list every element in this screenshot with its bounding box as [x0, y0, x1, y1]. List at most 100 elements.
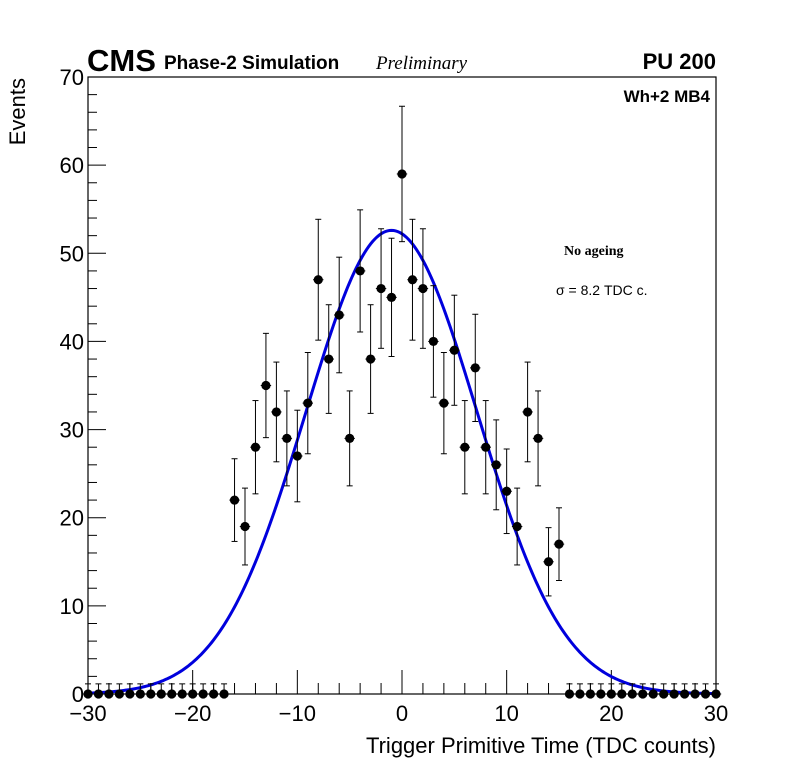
data-point [271, 361, 282, 463]
marker [334, 310, 344, 320]
region-label: Wh+2 MB4 [624, 87, 711, 106]
marker [596, 689, 606, 699]
preliminary-label: Preliminary [375, 53, 468, 74]
marker [345, 433, 355, 443]
fit-curve-layer [87, 228, 717, 696]
data-point [197, 683, 209, 699]
marker [93, 689, 104, 699]
marker [554, 539, 564, 549]
marker [449, 345, 459, 355]
marker [240, 521, 250, 532]
data-point [585, 683, 596, 699]
data-point [459, 400, 470, 495]
data-point [103, 683, 115, 699]
marker [418, 283, 428, 294]
data-point [491, 419, 502, 511]
marker [271, 407, 281, 417]
data-point [124, 683, 136, 699]
x-axis-title: Trigger Primitive Time (TDC counts) [366, 733, 716, 758]
marker [146, 689, 156, 699]
data-point [145, 683, 156, 699]
data-point [365, 304, 376, 414]
marker [167, 689, 177, 699]
data-point [522, 361, 533, 463]
marker [690, 689, 700, 699]
data-point [679, 683, 690, 699]
marker [114, 689, 124, 699]
data-point [428, 285, 439, 398]
marker [575, 689, 585, 699]
data-point [438, 351, 450, 455]
marker [659, 689, 669, 699]
marker [439, 398, 449, 408]
data-point [292, 409, 303, 503]
gaussian-fit-curve [87, 228, 717, 696]
y-axis-title: Events [5, 78, 30, 145]
data-point [302, 351, 313, 455]
data-point [627, 683, 638, 699]
marker [261, 380, 271, 391]
marker [355, 266, 365, 276]
data-point [689, 683, 701, 699]
marker [638, 689, 648, 699]
data-point [354, 209, 366, 333]
x-tick-label: 0 [396, 701, 408, 726]
data-point [93, 683, 104, 699]
marker [543, 557, 554, 567]
y-tick-label: 70 [60, 65, 84, 90]
y-tick-label: 10 [60, 594, 84, 619]
marker [428, 336, 438, 347]
data-point [156, 683, 167, 699]
data-point [637, 683, 648, 699]
data-points-layer [82, 105, 722, 699]
marker [533, 433, 543, 443]
data-point [239, 487, 251, 566]
marker [198, 689, 208, 699]
marker [209, 689, 219, 699]
data-point [386, 237, 397, 357]
y-tick-label: 50 [60, 241, 84, 266]
marker [585, 689, 596, 699]
x-tick-label: 30 [704, 701, 728, 726]
marker [313, 275, 323, 285]
data-point [532, 390, 544, 487]
data-point [648, 683, 659, 699]
data-point [501, 448, 512, 535]
marker [470, 363, 480, 373]
marker [324, 354, 334, 364]
marker [627, 689, 637, 699]
data-point [417, 228, 429, 349]
data-point [177, 683, 188, 699]
marker [700, 689, 711, 699]
marker [177, 689, 187, 699]
y-tick-label: 0 [72, 682, 84, 707]
marker [366, 354, 376, 364]
marker [397, 169, 407, 179]
sigma-label: σ = 8.2 TDC c. [556, 282, 648, 298]
marker [502, 486, 512, 496]
data-point [553, 507, 565, 581]
axis-tick-labels: −30 −20 −10 0 10 20 30 0 10 20 30 40 50 60 70 [60, 65, 729, 726]
x-tick-label: −20 [174, 701, 211, 726]
marker [125, 689, 135, 699]
marker [491, 460, 501, 470]
marker [104, 689, 114, 699]
data-point [710, 683, 722, 699]
experiment-label: CMS [87, 43, 156, 78]
marker [386, 292, 397, 302]
data-point [135, 683, 146, 699]
marker [156, 689, 166, 699]
marker [188, 689, 198, 699]
x-tick-label: −30 [69, 701, 106, 726]
data-point [375, 228, 387, 349]
marker [481, 442, 491, 452]
marker [282, 433, 292, 443]
marker [407, 275, 418, 285]
data-point [344, 390, 355, 487]
data-point [606, 683, 617, 699]
y-tick-label: 40 [60, 329, 84, 354]
data-point [407, 218, 418, 341]
data-point [218, 683, 230, 699]
y-tick-label: 60 [60, 153, 84, 178]
